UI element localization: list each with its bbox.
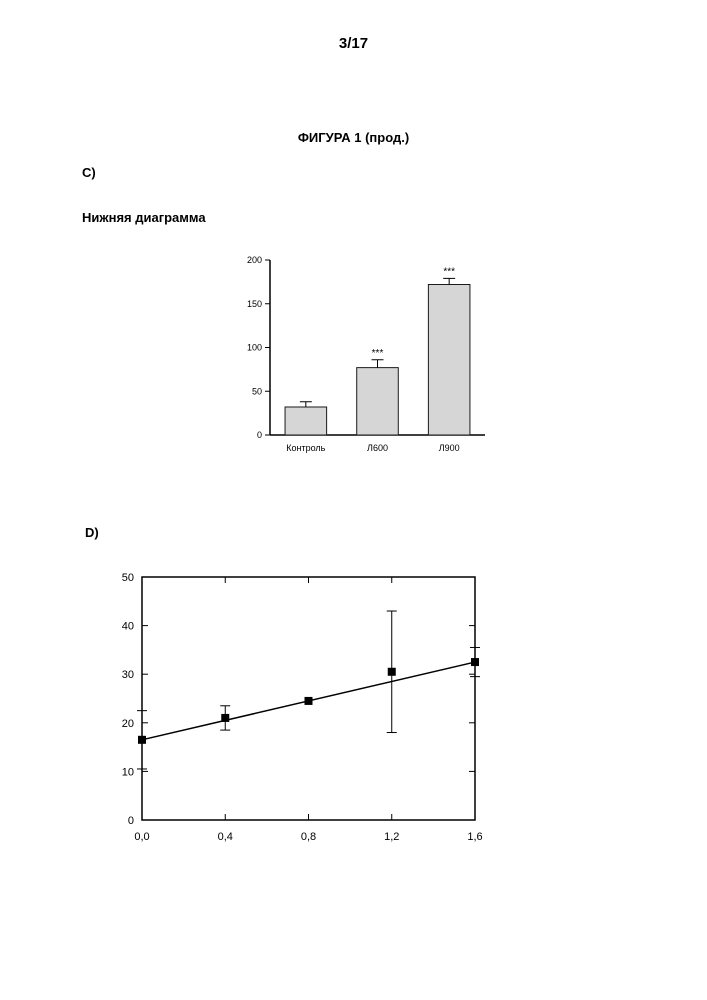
svg-text:Л600: Л600 (367, 443, 388, 453)
svg-text:20: 20 (122, 718, 134, 730)
figure-title: ФИГУРА 1 (прод.) (0, 130, 707, 145)
svg-text:0,4: 0,4 (218, 831, 233, 843)
svg-text:0,8: 0,8 (301, 831, 316, 843)
svg-text:***: *** (372, 348, 384, 359)
svg-text:50: 50 (252, 386, 262, 396)
svg-text:30: 30 (122, 669, 134, 681)
svg-text:***: *** (443, 266, 455, 277)
svg-text:50: 50 (122, 572, 134, 584)
panel-c-subtitle: Нижняя диаграмма (82, 210, 206, 225)
bar-chart-c: 0 50 100 150 200 Контроль *** Л600 *** Л900 (235, 250, 495, 465)
svg-text:Л900: Л900 (439, 443, 460, 453)
page-number: 3/17 (0, 35, 707, 52)
svg-text:0,0: 0,0 (134, 831, 149, 843)
svg-text:100: 100 (247, 343, 262, 353)
panel-c-label: C) (82, 165, 96, 180)
scatter-chart-d: 0 10 20 30 40 50 0,0 0,4 0,8 1,2 1,6 (100, 565, 490, 855)
svg-text:1,2: 1,2 (384, 831, 399, 843)
svg-text:0: 0 (128, 815, 134, 827)
svg-text:0: 0 (257, 430, 262, 440)
svg-text:Контроль: Контроль (286, 443, 325, 453)
panel-d-label: D) (85, 525, 99, 540)
svg-text:200: 200 (247, 255, 262, 265)
svg-text:10: 10 (122, 766, 134, 778)
svg-text:1,6: 1,6 (467, 831, 482, 843)
svg-text:40: 40 (122, 621, 134, 633)
svg-text:150: 150 (247, 299, 262, 309)
